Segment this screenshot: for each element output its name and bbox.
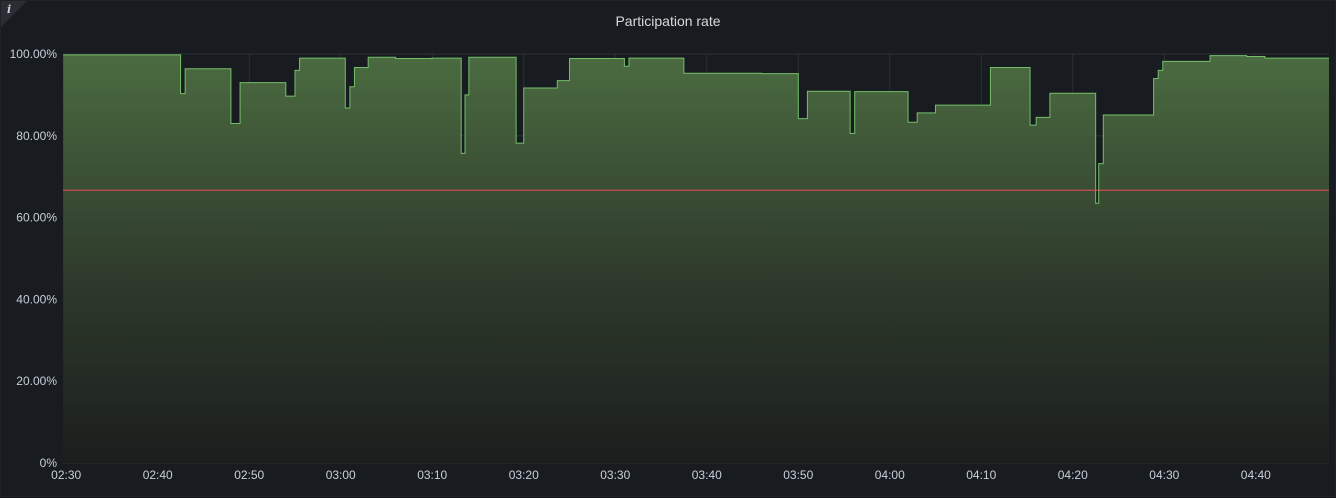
x-tick-label: 02:30: [51, 468, 81, 482]
x-tick-label: 02:50: [234, 468, 264, 482]
panel-title[interactable]: Participation rate: [615, 13, 721, 29]
x-tick-label: 03:10: [417, 468, 447, 482]
series-area: [63, 54, 1330, 464]
x-tick-label: 03:30: [600, 468, 630, 482]
x-tick-label: 02:40: [143, 468, 173, 482]
x-tick-label: 04:30: [1149, 468, 1179, 482]
y-tick-label: 80.00%: [16, 129, 57, 143]
x-tick-label: 03:20: [509, 468, 539, 482]
x-tick-label: 03:40: [692, 468, 722, 482]
y-tick-label: 40.00%: [16, 292, 57, 306]
series-line[interactable]: [63, 54, 1329, 204]
x-tick-label: 03:00: [326, 468, 356, 482]
x-tick-label: 04:20: [1058, 468, 1088, 482]
info-corner[interactable]: [1, 1, 27, 27]
x-tick-label: 04:00: [875, 468, 905, 482]
y-tick-label: 60.00%: [16, 211, 57, 225]
x-tick-label: 04:10: [966, 468, 996, 482]
x-tick-label: 04:40: [1241, 468, 1271, 482]
y-tick-label: 0%: [40, 456, 58, 470]
y-tick-label: 20.00%: [16, 374, 57, 388]
info-icon[interactable]: i: [7, 3, 12, 16]
series-area-fill: [63, 54, 1330, 464]
axes: 0% 20.00% 40.00% 60.00% 80.00% 100.00% 02:30 02…: [10, 47, 1272, 482]
y-tick-label: 100.00%: [10, 47, 58, 61]
x-tick-label: 03:50: [783, 468, 813, 482]
